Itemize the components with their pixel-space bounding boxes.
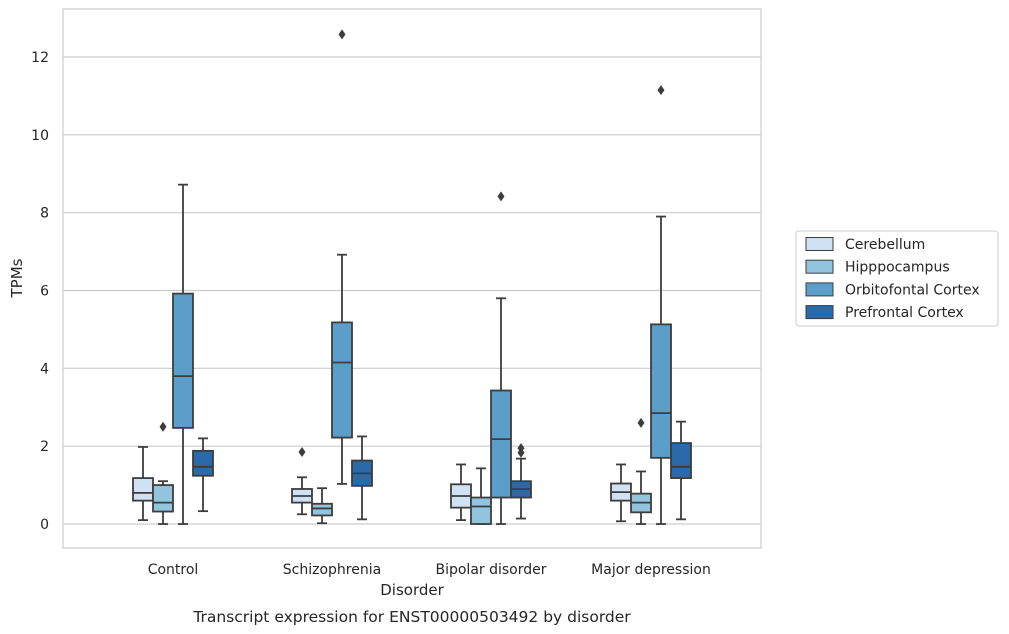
- legend-swatch: [805, 237, 834, 251]
- box: [152, 484, 174, 513]
- legend: Cerebellum Hipppocampus Orbitofontal Corte…: [795, 230, 999, 327]
- box: [192, 449, 214, 477]
- outlier-point: [657, 85, 665, 96]
- y-axis-label: TPMs: [8, 258, 26, 298]
- x-tick-label: Control: [148, 562, 199, 578]
- x-tick-label: Major depression: [591, 562, 711, 578]
- plot-area-frame: [62, 8, 762, 549]
- y-tick-label: 4: [40, 361, 49, 377]
- chart-caption: Transcript expression for ENST0000050349…: [192, 608, 631, 626]
- legend-swatch: [805, 259, 834, 274]
- series-orbitofontal-cortex: [172, 29, 672, 525]
- y-tick-label: 12: [31, 50, 49, 66]
- legend-frame: [795, 230, 999, 327]
- y-tick-label: 0: [40, 517, 49, 533]
- outlier-point: [338, 29, 346, 40]
- box: [311, 502, 333, 517]
- box: [650, 323, 672, 459]
- x-tick-label: Bipolar disorder: [435, 562, 546, 578]
- series-hipppocampus: [152, 417, 652, 525]
- y-tick-label: 8: [40, 206, 49, 222]
- box: [132, 477, 154, 502]
- legend-label: Hipppocampus: [845, 260, 950, 276]
- series-prefrontal-cortex: [192, 420, 692, 521]
- legend-swatch: [805, 305, 834, 320]
- box-series: [132, 29, 692, 525]
- box: [331, 321, 353, 439]
- outlier-point: [159, 421, 167, 432]
- y-tick-label: 10: [31, 128, 49, 144]
- box: [670, 442, 692, 479]
- x-axis-ticks: Control Schizophrenia Bipolar disorder Majo…: [148, 562, 711, 578]
- legend-label: Prefrontal Cortex: [845, 305, 964, 321]
- series-cerebellum: [132, 446, 632, 523]
- box: [490, 389, 512, 499]
- x-axis-label: Disorder: [380, 581, 444, 599]
- x-tick-label: Schizophrenia: [283, 562, 381, 578]
- legend-label: Orbitofontal Cortex: [845, 282, 980, 298]
- legend-swatch: [805, 282, 834, 297]
- outlier-point: [497, 191, 505, 202]
- y-tick-label: 2: [40, 439, 49, 455]
- box: [172, 292, 194, 429]
- outlier-point: [298, 447, 306, 458]
- outlier-point: [517, 443, 525, 454]
- outlier-point: [637, 417, 645, 428]
- y-axis-ticks: 0 2 4 6 8 10 12: [31, 50, 49, 533]
- box: [470, 496, 492, 525]
- legend-label: Cerebellum: [845, 237, 925, 253]
- y-tick-label: 6: [40, 284, 49, 300]
